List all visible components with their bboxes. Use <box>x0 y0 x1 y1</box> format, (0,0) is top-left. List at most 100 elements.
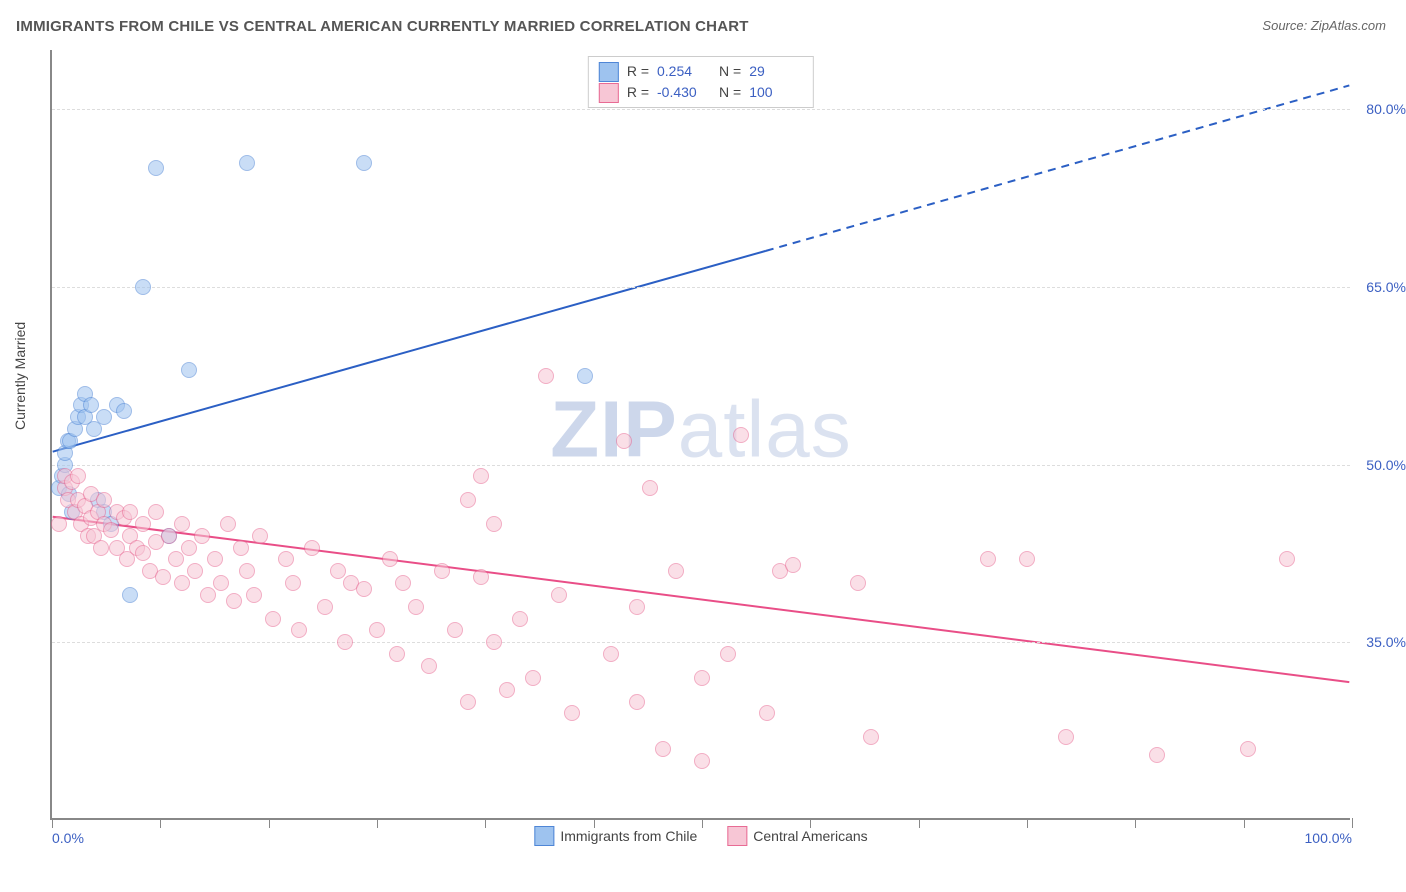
data-point-central <box>863 729 879 745</box>
gridline-h <box>52 642 1350 643</box>
n-value-chile: 29 <box>749 61 803 82</box>
data-point-central <box>1149 747 1165 763</box>
data-point-central <box>213 575 229 591</box>
x-tick <box>52 818 53 828</box>
data-point-central <box>499 682 515 698</box>
data-point-central <box>382 551 398 567</box>
data-point-central <box>369 622 385 638</box>
data-point-central <box>1019 551 1035 567</box>
y-tick-label: 35.0% <box>1366 634 1406 650</box>
x-tick <box>1135 818 1136 828</box>
source-name: ZipAtlas.com <box>1311 18 1386 33</box>
watermark: ZIPatlas <box>550 383 851 475</box>
gridline-h <box>52 287 1350 288</box>
legend-item-chile: Immigrants from Chile <box>534 826 697 846</box>
n-value-central: 100 <box>749 82 803 103</box>
x-tick <box>702 818 703 828</box>
gridline-h <box>52 465 1350 466</box>
data-point-central <box>642 480 658 496</box>
data-point-central <box>564 705 580 721</box>
data-point-central <box>174 516 190 532</box>
data-point-central <box>200 587 216 603</box>
data-point-central <box>694 670 710 686</box>
data-point-central <box>629 599 645 615</box>
data-point-central <box>551 587 567 603</box>
y-tick-label: 65.0% <box>1366 279 1406 295</box>
x-tick <box>485 818 486 828</box>
data-point-central <box>473 468 489 484</box>
data-point-central <box>460 694 476 710</box>
data-point-central <box>434 563 450 579</box>
data-point-central <box>694 753 710 769</box>
x-tick <box>1352 818 1353 828</box>
data-point-central <box>1058 729 1074 745</box>
data-point-chile <box>577 368 593 384</box>
data-point-chile <box>135 279 151 295</box>
data-point-chile <box>96 409 112 425</box>
legend-item-central: Central Americans <box>727 826 867 846</box>
data-point-central <box>135 545 151 561</box>
data-point-central <box>51 516 67 532</box>
data-point-central <box>285 575 301 591</box>
x-tick <box>377 818 378 828</box>
x-tick <box>810 818 811 828</box>
data-point-central <box>317 599 333 615</box>
data-point-central <box>174 575 190 591</box>
plot-area: ZIPatlas R = 0.254 N = 29 R = -0.430 N =… <box>50 50 1350 820</box>
data-point-central <box>252 528 268 544</box>
data-point-central <box>226 593 242 609</box>
swatch-chile <box>534 826 554 846</box>
data-point-central <box>538 368 554 384</box>
x-tick <box>160 818 161 828</box>
data-point-central <box>187 563 203 579</box>
data-point-central <box>629 694 645 710</box>
data-point-central <box>733 427 749 443</box>
x-tick <box>1244 818 1245 828</box>
data-point-central <box>161 528 177 544</box>
legend-stats-row-central: R = -0.430 N = 100 <box>599 82 803 103</box>
n-label: N = <box>719 82 741 103</box>
data-point-central <box>239 563 255 579</box>
data-point-central <box>486 516 502 532</box>
source-attribution: Source: ZipAtlas.com <box>1262 18 1386 33</box>
data-point-central <box>785 557 801 573</box>
data-point-central <box>135 516 151 532</box>
data-point-central <box>265 611 281 627</box>
r-label: R = <box>627 82 649 103</box>
r-label: R = <box>627 61 649 82</box>
data-point-central <box>155 569 171 585</box>
x-tick <box>1027 818 1028 828</box>
data-point-central <box>337 634 353 650</box>
data-point-central <box>603 646 619 662</box>
watermark-rest: atlas <box>678 384 852 473</box>
r-value-chile: 0.254 <box>657 61 711 82</box>
data-point-central <box>70 468 86 484</box>
data-point-central <box>473 569 489 585</box>
data-point-chile <box>116 403 132 419</box>
y-tick-label: 50.0% <box>1366 457 1406 473</box>
data-point-central <box>1240 741 1256 757</box>
data-point-central <box>525 670 541 686</box>
data-point-central <box>512 611 528 627</box>
watermark-bold: ZIP <box>550 384 677 473</box>
x-tick-label: 100.0% <box>1305 830 1352 846</box>
data-point-central <box>330 563 346 579</box>
data-point-central <box>460 492 476 508</box>
data-point-central <box>207 551 223 567</box>
data-point-chile <box>356 155 372 171</box>
legend-stats-row-chile: R = 0.254 N = 29 <box>599 61 803 82</box>
data-point-central <box>850 575 866 591</box>
data-point-chile <box>148 160 164 176</box>
gridline-h <box>52 109 1350 110</box>
data-point-central <box>122 504 138 520</box>
data-point-central <box>96 492 112 508</box>
data-point-central <box>278 551 294 567</box>
data-point-central <box>421 658 437 674</box>
legend-label-chile: Immigrants from Chile <box>560 828 697 844</box>
data-point-chile <box>122 587 138 603</box>
swatch-central <box>727 826 747 846</box>
data-point-central <box>291 622 307 638</box>
source-label: Source: <box>1262 18 1307 33</box>
data-point-central <box>759 705 775 721</box>
data-point-central <box>980 551 996 567</box>
